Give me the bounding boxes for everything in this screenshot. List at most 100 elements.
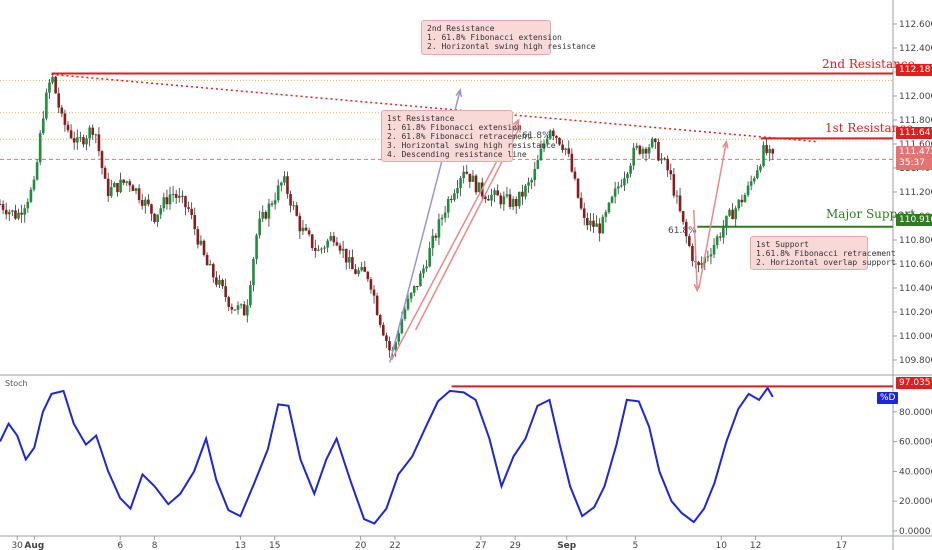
candle-body — [75, 137, 79, 143]
candle-body — [620, 185, 623, 187]
candle-body — [388, 341, 391, 351]
candle-body — [344, 248, 348, 263]
candle-body — [41, 118, 45, 134]
annotation-line: 2. Horizontal swing high resistance — [427, 42, 596, 51]
annotation-line: 1.61.8% Fibonacci retracement — [756, 249, 896, 258]
candle-body — [502, 196, 506, 205]
candle-body — [397, 333, 401, 342]
candle-body — [709, 254, 713, 257]
candle-body — [385, 335, 388, 342]
candle-body — [382, 324, 385, 336]
price-tick-label: 110.600 — [899, 260, 932, 270]
candle-body — [536, 160, 540, 169]
bar-countdown: 35:37 — [899, 158, 925, 168]
candle-body — [1, 204, 5, 210]
candle-body — [335, 242, 339, 246]
candle-body — [94, 134, 98, 136]
candle-body — [82, 137, 85, 145]
candle-body — [768, 149, 771, 154]
candle-body — [586, 217, 589, 226]
candle-body — [434, 235, 438, 238]
candle-body — [323, 247, 326, 249]
price-tick-label: 110.000 — [899, 332, 932, 342]
price-tick-label: 111.200 — [899, 188, 932, 198]
candle-body — [233, 309, 237, 311]
candle-body — [348, 257, 351, 263]
candle-body — [88, 127, 91, 139]
candle-body — [592, 220, 595, 227]
candle-body — [700, 262, 703, 266]
candle-body — [601, 216, 605, 234]
candle-body — [196, 229, 200, 245]
candle-body — [632, 147, 635, 166]
stoch-value-tag: 97.0357 — [896, 377, 932, 389]
candle-body — [499, 195, 503, 205]
candle-body — [771, 149, 775, 154]
candle-body — [35, 162, 39, 180]
candle-body — [304, 227, 308, 231]
candle-body — [276, 185, 280, 201]
candle-body — [582, 208, 586, 218]
candle-body — [230, 306, 234, 310]
candle-body — [443, 212, 447, 218]
fib-label: 61.8% — [668, 226, 697, 236]
annotation-line: 2. 61.8% Fibonacci retracement — [387, 132, 532, 141]
candle-body — [737, 199, 741, 209]
stoch-tick-label: 40.0000 — [899, 467, 932, 477]
candle-body — [496, 190, 499, 196]
candle-body — [310, 234, 314, 249]
candle-body — [524, 185, 527, 197]
candle-body — [245, 305, 249, 316]
current-price-value: 111.472 — [899, 147, 932, 157]
candle-body — [394, 341, 397, 351]
candle-body — [264, 211, 268, 219]
candle-body — [638, 145, 642, 154]
candle-body — [654, 138, 657, 142]
candle-body — [147, 199, 150, 205]
candle-body — [623, 178, 626, 186]
candle-body — [718, 236, 722, 238]
candle-body — [548, 130, 552, 139]
candle-body — [255, 235, 258, 260]
candle-body — [150, 204, 153, 214]
candle-body — [360, 266, 363, 271]
annotation-line: 1. 61.8% Fibonacci extension — [427, 33, 562, 42]
candle-body — [215, 277, 218, 285]
annotation-1st-support: 1st Support 1.61.8% Fibonacci retracemen… — [750, 236, 896, 270]
candle-body — [66, 124, 70, 131]
candle-body — [134, 188, 138, 191]
stoch-tick-label: 80.0000 — [899, 408, 932, 418]
candle-body — [678, 195, 682, 212]
candle-body — [258, 218, 261, 236]
candle-body — [236, 305, 240, 310]
candle-body — [320, 248, 323, 250]
candle-body — [731, 209, 734, 220]
candle-body — [663, 158, 666, 160]
candle-body — [100, 151, 104, 168]
candle-body — [409, 292, 413, 299]
candle-body — [298, 215, 302, 232]
candle-body — [647, 147, 651, 154]
candle-body — [122, 179, 125, 183]
candle-body — [521, 191, 524, 197]
candle-body — [756, 170, 759, 179]
candle-body — [369, 279, 373, 290]
candle-body — [715, 236, 719, 245]
candle-body — [765, 145, 768, 154]
candle-body — [29, 189, 33, 202]
candle-body — [657, 141, 660, 161]
candle-body — [610, 196, 614, 203]
time-tick-label: 22 — [389, 541, 400, 550]
candle-body — [211, 264, 215, 278]
candle-body — [372, 289, 376, 296]
candle-body — [190, 208, 193, 216]
candle-body — [156, 214, 159, 223]
candle-body — [681, 211, 685, 222]
candle-body — [579, 197, 583, 209]
candle-body — [650, 138, 654, 148]
candle-body — [69, 130, 73, 139]
candle-body — [762, 145, 765, 167]
fib-arrow-head — [721, 139, 729, 149]
candle-body — [465, 171, 469, 174]
